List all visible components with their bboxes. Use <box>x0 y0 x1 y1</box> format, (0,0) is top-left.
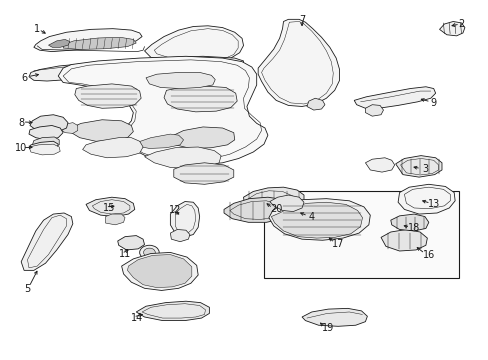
Text: 5: 5 <box>24 284 31 294</box>
Polygon shape <box>86 197 135 217</box>
Text: 13: 13 <box>427 199 439 210</box>
Polygon shape <box>380 229 427 251</box>
Text: 3: 3 <box>421 164 427 174</box>
Polygon shape <box>170 127 234 148</box>
Polygon shape <box>395 156 441 177</box>
Polygon shape <box>397 184 454 214</box>
Polygon shape <box>144 147 221 168</box>
Text: 18: 18 <box>407 224 420 233</box>
Polygon shape <box>127 255 191 288</box>
Circle shape <box>140 245 159 260</box>
Text: 17: 17 <box>331 239 344 249</box>
Polygon shape <box>75 84 141 108</box>
Polygon shape <box>365 105 383 116</box>
Polygon shape <box>144 26 243 63</box>
Polygon shape <box>21 213 73 270</box>
Text: 19: 19 <box>322 323 334 333</box>
Circle shape <box>143 248 155 257</box>
Polygon shape <box>30 115 68 133</box>
Circle shape <box>283 85 301 98</box>
Polygon shape <box>29 56 243 81</box>
Polygon shape <box>136 134 183 148</box>
Polygon shape <box>34 29 142 51</box>
Bar <box>264 192 458 278</box>
Polygon shape <box>271 202 362 238</box>
Text: 16: 16 <box>422 249 434 260</box>
Polygon shape <box>60 123 78 134</box>
Polygon shape <box>58 56 267 165</box>
Text: 4: 4 <box>308 212 314 221</box>
Polygon shape <box>243 187 304 213</box>
Polygon shape <box>105 214 125 225</box>
Text: 9: 9 <box>430 98 436 108</box>
Polygon shape <box>48 40 70 47</box>
Text: 12: 12 <box>169 206 181 216</box>
Circle shape <box>40 123 51 131</box>
Polygon shape <box>170 202 199 237</box>
Circle shape <box>287 87 297 95</box>
Text: 2: 2 <box>457 19 464 29</box>
Polygon shape <box>353 87 435 108</box>
Polygon shape <box>390 214 428 231</box>
Polygon shape <box>29 144 60 155</box>
Polygon shape <box>63 37 136 49</box>
Polygon shape <box>82 138 143 158</box>
Polygon shape <box>302 309 366 326</box>
Polygon shape <box>71 120 133 141</box>
Polygon shape <box>32 137 59 148</box>
Polygon shape <box>29 126 63 140</box>
Polygon shape <box>365 158 394 172</box>
Polygon shape <box>163 86 237 112</box>
Polygon shape <box>146 72 215 89</box>
Text: 10: 10 <box>15 143 27 153</box>
Polygon shape <box>173 163 233 184</box>
Polygon shape <box>136 301 209 320</box>
Polygon shape <box>258 19 339 107</box>
Polygon shape <box>306 98 325 110</box>
Text: 8: 8 <box>18 118 24 128</box>
Polygon shape <box>118 235 144 250</box>
Polygon shape <box>170 229 189 242</box>
Polygon shape <box>29 141 58 151</box>
Text: 20: 20 <box>269 204 282 214</box>
Text: 1: 1 <box>34 24 40 35</box>
Polygon shape <box>224 197 293 222</box>
Text: 7: 7 <box>298 15 305 26</box>
Polygon shape <box>122 252 198 291</box>
Polygon shape <box>439 22 464 36</box>
Text: 6: 6 <box>21 73 27 83</box>
Polygon shape <box>268 199 369 240</box>
Text: 14: 14 <box>131 313 143 323</box>
Text: 15: 15 <box>102 203 115 213</box>
Text: 11: 11 <box>119 248 131 258</box>
Polygon shape <box>269 195 304 212</box>
